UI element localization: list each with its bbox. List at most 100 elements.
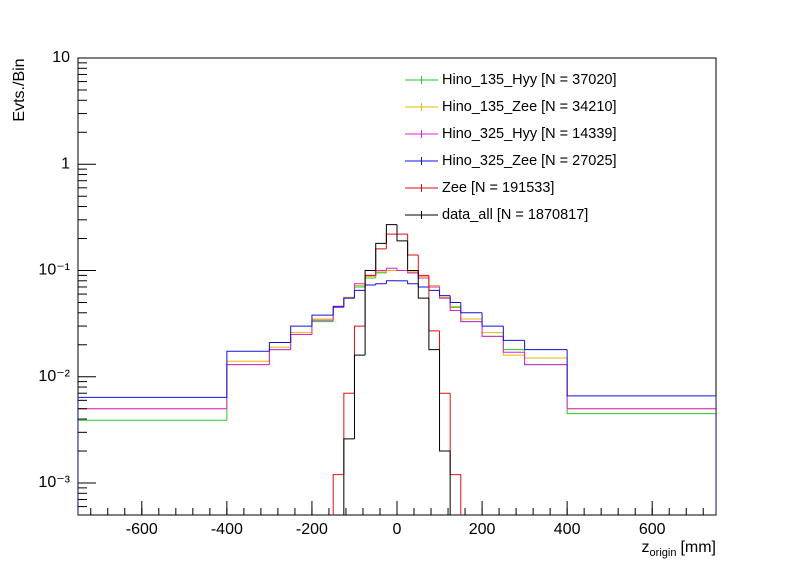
x-tick-label: -600 (126, 521, 158, 538)
histogram-bin (449, 297, 461, 307)
histogram-bin (343, 392, 355, 475)
x-tick-label: 400 (554, 521, 581, 538)
histogram-bin (353, 289, 366, 299)
histogram-bin (364, 284, 376, 291)
histogram-bin (78, 396, 227, 515)
x-tick-label: -200 (296, 521, 328, 538)
histogram-bin (396, 224, 408, 242)
histogram-bin (311, 314, 334, 327)
x-tick-label: 600 (639, 521, 666, 538)
histogram-bin (343, 297, 355, 307)
histogram-bin (343, 297, 355, 308)
histogram-bin (268, 349, 291, 365)
histogram-bin (226, 360, 270, 409)
histogram-bin (566, 349, 716, 515)
histogram-bin (78, 408, 227, 515)
plot-area (78, 224, 716, 515)
y-tick-label: 10⁻² (38, 368, 70, 385)
histogram-bin (311, 319, 334, 335)
histogram-bin (268, 342, 291, 352)
y-axis-title: Evts./Bin (11, 58, 28, 121)
histogram-bin (364, 277, 376, 287)
y-tick-label: 1 (61, 155, 70, 172)
plot-frame (77, 57, 717, 516)
histogram-bin (268, 349, 291, 365)
histogram-bin (502, 326, 525, 341)
histogram-bin (353, 286, 366, 299)
y-tick-label: 10 (52, 49, 70, 66)
histogram-bin (385, 224, 397, 244)
histogram-bin (481, 312, 504, 327)
histogram-bin (481, 321, 504, 337)
x-tick-label: 200 (469, 521, 496, 538)
histogram-bin (375, 283, 387, 286)
histogram-bin (396, 268, 408, 272)
legend-label: Hino_325_Zee [N = 27025] (442, 153, 617, 169)
legend-label: Zee [N = 191533] (442, 180, 554, 196)
histogram-bin (407, 234, 419, 256)
histogram-bin (407, 240, 419, 272)
histogram-bin (449, 298, 461, 312)
histogram-bin (353, 354, 366, 439)
histogram-bin (290, 333, 312, 350)
histogram-bin (439, 286, 451, 299)
histogram-bin (78, 408, 227, 515)
histogram-bin (407, 280, 419, 285)
y-tick-label: 10⁻³ (38, 474, 70, 491)
legend-label: Hino_325_Hyy [N = 14339] (442, 126, 617, 142)
histogram-bin (364, 270, 376, 356)
histogram-bin (524, 340, 568, 351)
histogram-bin (524, 355, 568, 359)
histogram-bin (311, 318, 334, 333)
legend-label: Hino_135_Zee [N = 34210] (442, 99, 617, 115)
histogram-bin (332, 474, 344, 515)
x-axis-subscript: origin (650, 547, 677, 559)
histogram-bin (417, 270, 429, 299)
histogram-bin (407, 270, 419, 274)
histogram-bin (439, 349, 451, 515)
histogram-bin (375, 272, 387, 279)
histogram-bin (566, 358, 716, 515)
histogram-bin (226, 350, 270, 398)
histogram-bin (385, 233, 397, 249)
histogram-bin (385, 270, 397, 272)
legend-label: data_all [N = 1870817] (442, 207, 588, 223)
legend-label: Hino_135_Hyy [N = 37020] (442, 72, 617, 88)
histogram-bin (428, 298, 440, 351)
histogram-bin (566, 364, 716, 515)
x-axis-unit: [mm] (680, 539, 716, 556)
histogram-bin (226, 364, 270, 421)
histogram-bin (524, 349, 568, 366)
histogram-bin (566, 364, 716, 515)
histogram-bin (502, 336, 525, 351)
x-tick-label: -400 (211, 521, 243, 538)
histogram-bin (385, 280, 397, 284)
histogram-bin (332, 305, 344, 319)
histogram-bin (353, 325, 366, 394)
histogram-bin (311, 321, 334, 335)
histogram-bin (460, 302, 483, 314)
x-tick-label: 0 (393, 521, 402, 538)
histogram-bin (343, 438, 355, 515)
histogram-bin (428, 275, 440, 332)
histogram-bin (375, 242, 387, 271)
histogram-bin (460, 307, 483, 323)
histogram-bin (78, 419, 227, 515)
histogram-bin (226, 364, 270, 409)
histogram-bin (343, 296, 355, 307)
histogram-bin (439, 286, 451, 299)
histogram-bin (332, 306, 344, 322)
histogram-bin (449, 393, 462, 515)
histogram-bin (502, 332, 525, 356)
histogram-bin (481, 321, 504, 337)
histogram-bin (375, 248, 387, 276)
histogram-bin (417, 254, 429, 276)
histogram-bin (385, 267, 397, 271)
histogram-bin (332, 306, 344, 321)
histogram-bin (428, 276, 440, 287)
histogram-bin (439, 330, 451, 394)
histogram-bin (502, 336, 525, 353)
histogram-bin (428, 286, 440, 291)
